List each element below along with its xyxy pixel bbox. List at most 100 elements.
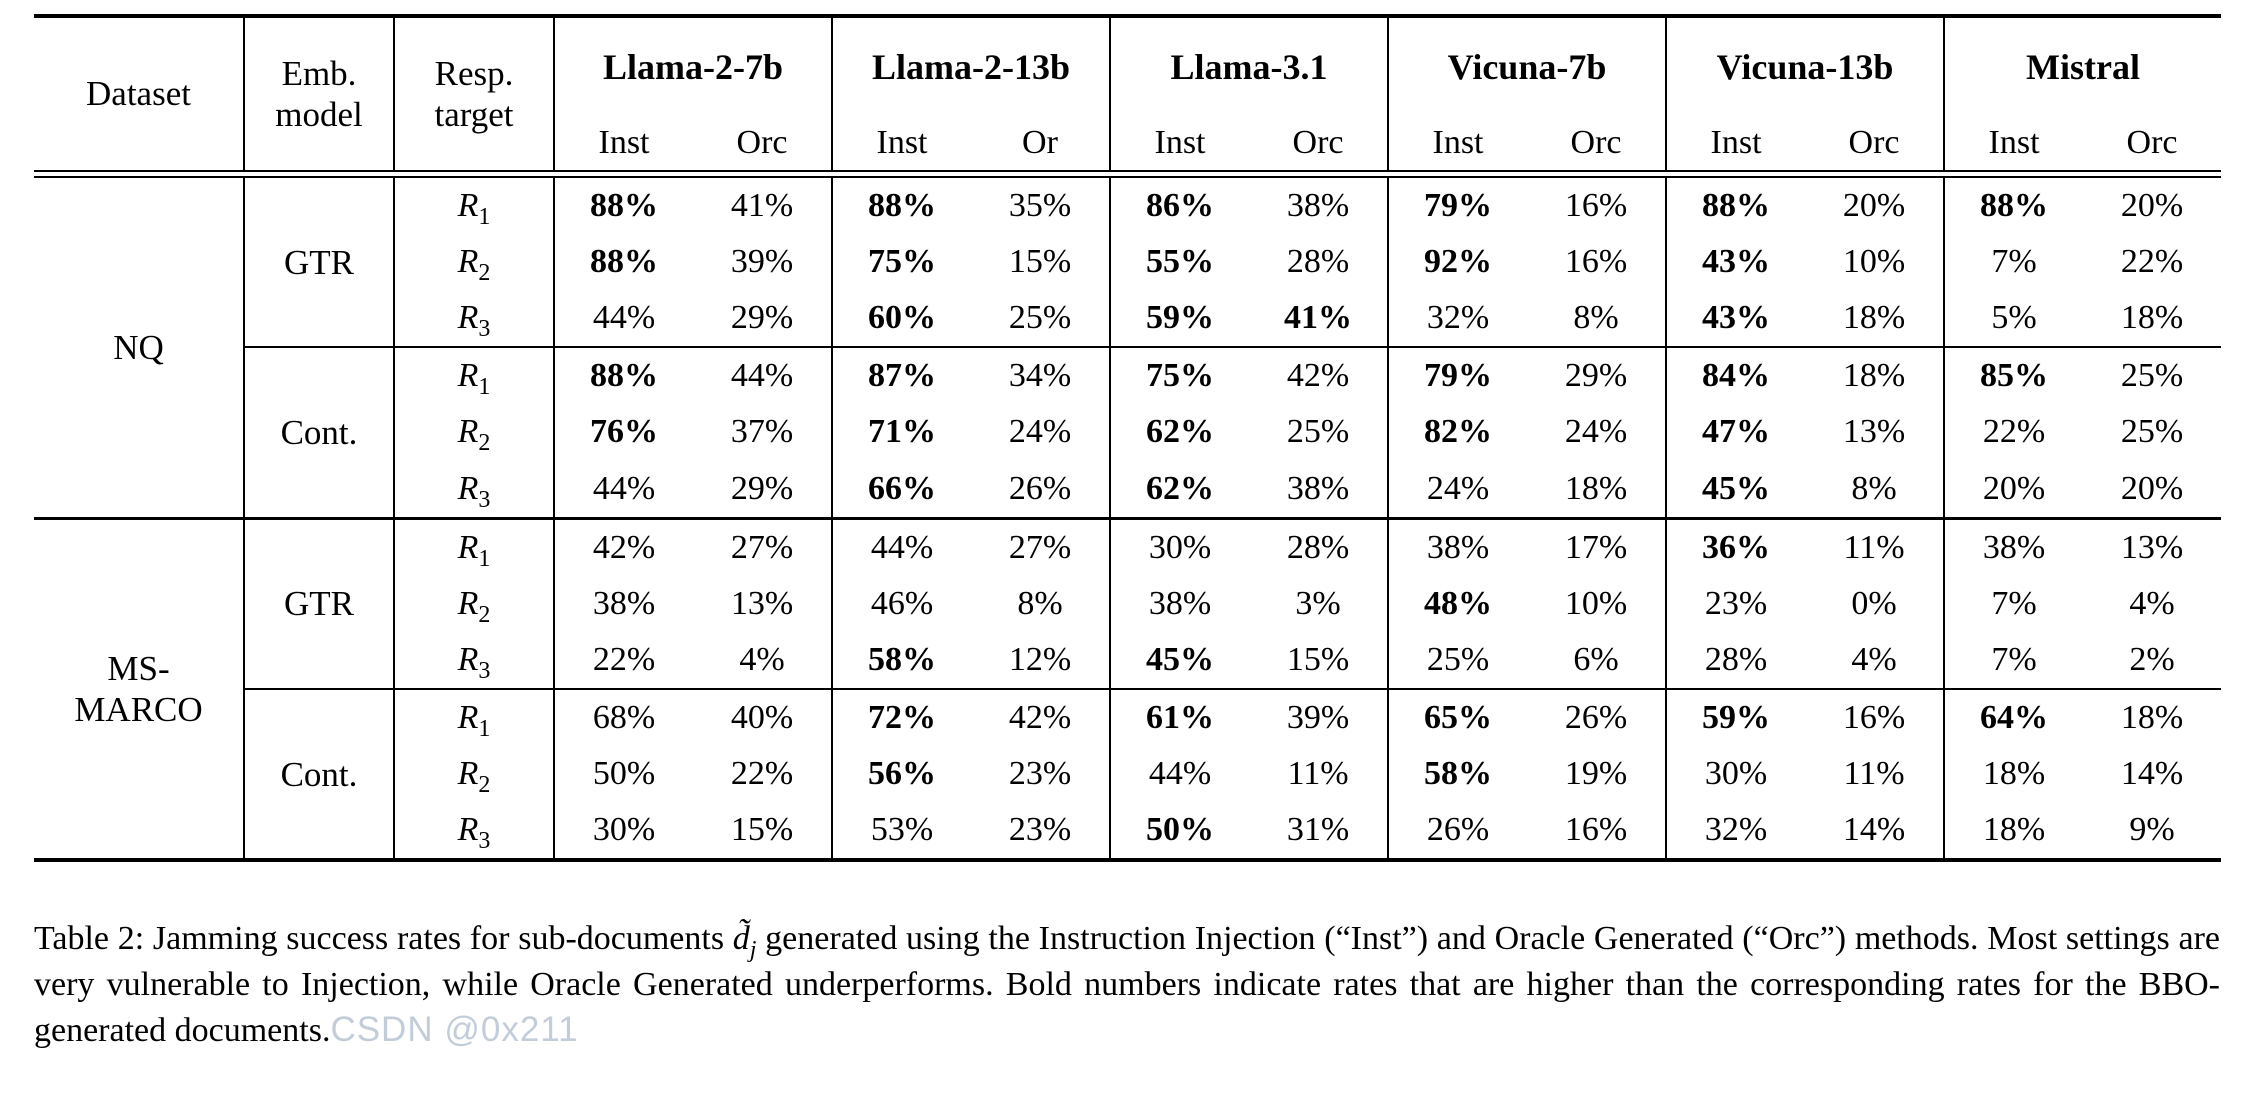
rate-value: 22%: [730, 755, 794, 793]
rate-value: 18%: [1564, 469, 1628, 507]
rate-value: 16%: [1842, 698, 1906, 736]
resp-target-label: R2: [393, 234, 554, 291]
subcol-orc: Or: [1022, 123, 1058, 161]
rate-value: 59%: [1665, 689, 1806, 747]
rate-value: 0%: [1851, 584, 1897, 622]
rate-value: 18%: [1842, 299, 1906, 337]
rate-value: 64%: [1943, 689, 2084, 747]
rate-value: 68%: [553, 689, 693, 747]
rate-value: 31%: [1286, 811, 1350, 849]
col-header-resp-line: Resp.: [434, 53, 514, 93]
rate-value: 38%: [1286, 187, 1350, 224]
resp-target-subscript: 2: [478, 259, 491, 286]
rate-value: 4%: [2129, 584, 2175, 622]
col-header-emb-line: model: [275, 95, 363, 134]
rate-value: 19%: [1564, 755, 1628, 793]
rate-value: 11%: [1843, 755, 1905, 793]
resp-target-symbol: R: [457, 640, 479, 678]
rate-value: 88%: [553, 234, 693, 291]
rate-value: 42%: [1286, 357, 1350, 395]
subcol-inst: Inst: [1943, 116, 2084, 171]
rate-value: 20%: [1943, 460, 2084, 519]
rate-value: 15%: [1286, 640, 1350, 678]
rate-value: 45%: [1665, 460, 1806, 519]
rate-value: 44%: [553, 460, 693, 519]
rate-value: 18%: [2120, 299, 2184, 337]
rate-value: 37%: [730, 413, 794, 451]
resp-target-label: R3: [393, 631, 554, 689]
rate-value: 71%: [831, 404, 971, 461]
rate-value: 2%: [2129, 640, 2175, 678]
resp-target-label: R3: [393, 460, 554, 519]
dataset-label-line: MS-: [107, 648, 170, 688]
rate-value: 7%: [1943, 631, 2084, 689]
resp-target-symbol: R: [457, 528, 479, 566]
rate-value: 7%: [1943, 575, 2084, 632]
rate-value: 9%: [2129, 811, 2175, 849]
rate-value: 50%: [553, 746, 693, 803]
rate-value: 34%: [1008, 357, 1072, 395]
rate-value: 38%: [553, 575, 693, 632]
resp-target-label: R3: [393, 290, 554, 348]
caption-label: Table 2:: [34, 920, 145, 958]
rate-value: 25%: [2120, 413, 2184, 451]
rate-value: 61%: [1109, 689, 1249, 747]
rate-value: 25%: [1008, 299, 1072, 337]
rate-value: 62%: [1109, 460, 1249, 519]
math-d-tilde-j: d̃j: [733, 920, 757, 962]
table-row: R3 22% 4% 58% 12% 45% 15% 25% 6% 28% 4% 7% 2%: [34, 631, 2221, 689]
rate-value: 29%: [730, 299, 794, 337]
col-header-llama-2-13b: Llama-2-13b: [831, 16, 1110, 116]
rate-value: 44%: [831, 519, 971, 576]
subcol-inst: Inst: [553, 116, 693, 171]
table-row: R2 38% 13% 46% 8% 38% 3% 48% 10% 23% 0% 7% 4%: [34, 575, 2221, 632]
emb-model-label: GTR: [243, 177, 394, 348]
col-header-vicuna-13b: Vicuna-13b: [1665, 16, 1945, 116]
rate-value: 45%: [1109, 631, 1249, 689]
table-subheader-row: Inst Orc Inst Or Inst Orc Inst Orc Inst …: [34, 116, 2221, 171]
rate-value: 42%: [553, 519, 693, 576]
resp-target-symbol: R: [457, 755, 479, 793]
col-header-vicuna-7b: Vicuna-7b: [1386, 16, 1667, 116]
resp-target-subscript: 2: [478, 601, 491, 628]
rate-value: 15%: [730, 811, 794, 849]
resp-target-symbol: R: [457, 698, 479, 736]
table-row: NQ GTR R1 88% 41% 88% 35% 86% 38% 79% 16% 88% 20% 88%…: [34, 177, 2221, 367]
rate-value: 20%: [1842, 187, 1906, 224]
subcol-orc: Orc: [1848, 123, 1900, 161]
resp-target-label: R1: [393, 177, 554, 235]
rate-value: 86%: [1109, 177, 1249, 235]
rate-value: 38%: [1943, 519, 2084, 576]
col-header-emb-line: Emb.: [281, 53, 357, 93]
rate-value: 66%: [831, 460, 971, 519]
rate-value: 85%: [1943, 348, 2084, 405]
resp-target-label: R1: [393, 519, 554, 576]
rate-value: 8%: [1573, 299, 1619, 337]
rate-value: 14%: [2120, 755, 2184, 793]
dataset-label-line: MARCO: [74, 689, 203, 729]
rate-value: 10%: [1564, 584, 1628, 622]
resp-target-label: R1: [393, 689, 554, 747]
rate-value: 88%: [1665, 177, 1806, 235]
rate-value: 10%: [1842, 243, 1906, 281]
resp-target-subscript: 3: [478, 828, 491, 854]
rate-value: 75%: [831, 234, 971, 291]
subcol-inst: Inst: [831, 116, 971, 171]
rate-value: 43%: [1665, 290, 1806, 348]
rate-value: 88%: [831, 177, 971, 235]
resp-target-subscript: 1: [478, 203, 491, 230]
rate-value: 35%: [1008, 187, 1072, 224]
resp-target-symbol: R: [457, 357, 479, 395]
rate-value: 58%: [831, 631, 971, 689]
rate-value: 32%: [1665, 802, 1806, 861]
rate-value: 18%: [1842, 357, 1906, 395]
rate-value: 58%: [1387, 746, 1527, 803]
rate-value: 12%: [1008, 640, 1072, 678]
rate-value: 7%: [1943, 234, 2084, 291]
resp-target-label: R1: [393, 348, 554, 405]
rate-value: 88%: [1943, 177, 2084, 235]
resp-target-label: R2: [393, 575, 554, 632]
rate-value: 5%: [1943, 290, 2084, 348]
rate-value: 40%: [730, 698, 794, 736]
col-header-resp-line: target: [434, 95, 514, 134]
